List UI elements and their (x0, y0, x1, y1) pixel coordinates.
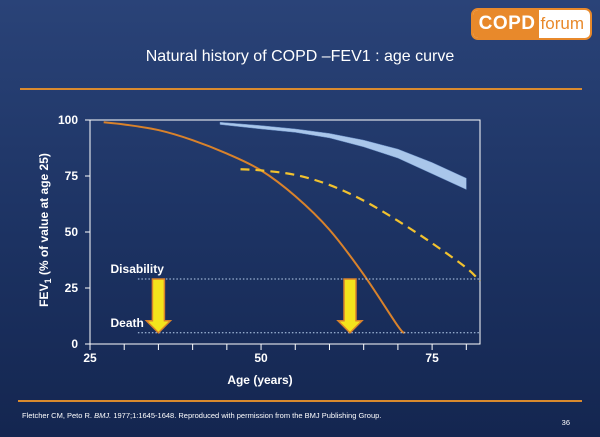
citation-authors: Fletcher CM, Peto R. (22, 411, 93, 420)
page-number: 36 (561, 418, 570, 427)
footer-citation: Fletcher CM, Peto R. BMJ. 1977;1:1645-16… (22, 411, 381, 420)
y-axis-title-main: FEV (37, 284, 51, 307)
down-arrow-icon (336, 278, 364, 334)
stopped-smoking-line (240, 168, 481, 283)
y-axis: 0 25 50 75 100 (58, 113, 90, 351)
logo-copd-text: COPD (472, 10, 539, 38)
citation-journal: BMJ. (94, 411, 112, 420)
x-tick-label: 25 (83, 351, 97, 365)
reference-label-disability: Disability (111, 262, 165, 276)
y-axis-title-sub: 1 (43, 279, 53, 284)
nonsmoker-band (219, 121, 467, 190)
susceptible-smoker-line (103, 121, 406, 334)
copd-forum-logo: COPD forum (470, 8, 592, 40)
x-axis: 25 50 75 (83, 344, 467, 365)
reference-label-death: Death (111, 316, 144, 330)
arrows-group (144, 278, 364, 334)
citation-rest: 1977;1:1645-1648. Reproduced with permis… (113, 411, 382, 420)
x-axis-title: Age (years) (227, 373, 292, 387)
y-tick-label: 0 (71, 337, 78, 351)
y-tick-label: 75 (65, 169, 79, 183)
series-group (103, 121, 481, 334)
reference-lines: Disability Death (111, 262, 480, 334)
footer-divider (18, 400, 582, 402)
logo-forum-text: forum (540, 14, 584, 33)
plot-frame (89, 119, 481, 345)
x-tick-label: 75 (425, 351, 439, 365)
down-arrow-icon (144, 278, 173, 334)
title-divider (20, 88, 582, 90)
slide-title: Natural history of COPD –FEV1 : age curv… (145, 48, 455, 65)
y-tick-label: 25 (65, 281, 79, 295)
x-tick-label: 50 (254, 351, 268, 365)
y-tick-label: 100 (58, 113, 78, 127)
y-axis-title-rest: (% of value at age 25) (37, 153, 51, 278)
y-tick-label: 50 (65, 225, 79, 239)
y-axis-title: FEV1 (% of value at age 25) (37, 153, 53, 307)
